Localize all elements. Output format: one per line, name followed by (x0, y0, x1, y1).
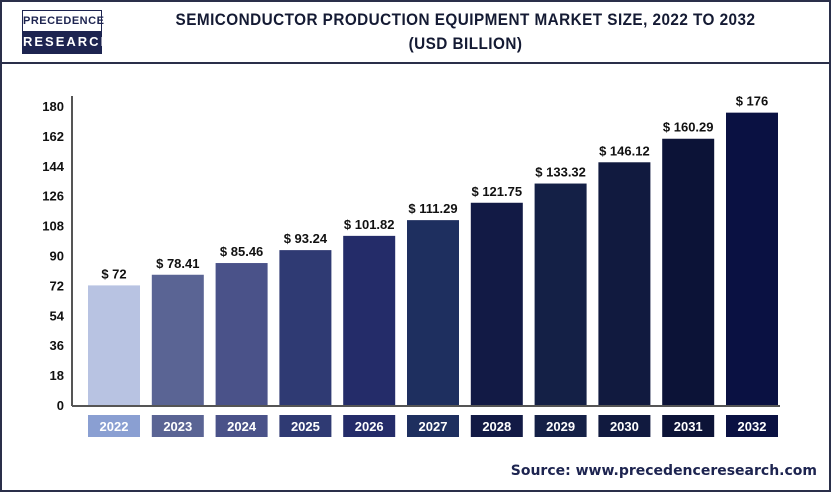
x-tick-label: 2022 (100, 419, 129, 434)
x-label-box (598, 415, 651, 437)
bar-2025 (279, 250, 332, 405)
data-label: $ 160.29 (663, 120, 714, 135)
data-label: $ 93.24 (284, 231, 328, 246)
logo-line1: PRECEDENCE (23, 11, 104, 31)
data-label: $ 111.29 (408, 201, 457, 216)
data-label: $ 121.75 (471, 184, 522, 199)
x-label-box (215, 415, 268, 437)
x-label-box (534, 415, 587, 437)
x-label-box (279, 415, 332, 437)
bar-2029 (534, 183, 587, 405)
data-label: $ 101.82 (344, 217, 395, 232)
y-tick-label: 36 (50, 338, 64, 353)
y-tick-label: 180 (42, 99, 64, 114)
chart-title-block: SEMICONDUCTOR PRODUCTION EQUIPMENT MARKE… (155, 8, 777, 56)
bar-2031 (662, 138, 715, 406)
y-tick-label: 108 (42, 219, 64, 234)
x-label-box (470, 415, 523, 437)
x-tick-label: 2023 (163, 419, 192, 434)
bar-2032 (726, 112, 778, 406)
x-label-box (662, 415, 715, 437)
bar-2024 (215, 263, 268, 405)
data-label: $ 176 (736, 94, 769, 109)
bar-2028 (470, 202, 523, 405)
x-tick-label: 2028 (482, 419, 511, 434)
x-tick-label: 2029 (546, 419, 575, 434)
bar-2022 (88, 285, 140, 405)
header-divider (2, 62, 829, 64)
x-tick-label: 2025 (291, 419, 320, 434)
y-tick-label: 72 (50, 278, 64, 293)
x-tick-label: 2031 (674, 419, 703, 434)
data-label: $ 85.46 (220, 244, 263, 259)
bar-2027 (407, 220, 459, 405)
x-tick-label: 2026 (355, 419, 384, 434)
data-label: $ 78.41 (156, 256, 199, 271)
logo: PRECEDENCE RESEARCH (22, 10, 110, 54)
y-tick-label: 90 (50, 249, 64, 264)
y-tick-label: 126 (42, 189, 64, 204)
x-label-box (88, 415, 140, 437)
x-label-box (726, 415, 778, 437)
y-tick-label: 18 (50, 368, 64, 383)
source-text: Source: www.precedenceresearch.com (510, 463, 817, 479)
data-label: $ 72 (101, 266, 126, 281)
x-label-box (151, 415, 204, 437)
bar-2026 (343, 235, 396, 405)
bar-2023 (151, 274, 204, 405)
logo-line2: RESEARCH (23, 31, 110, 53)
x-tick-label: 2024 (227, 419, 257, 434)
x-tick-label: 2027 (419, 419, 448, 434)
chart-subtitle: (USD BILLION) (408, 34, 523, 53)
data-label: $ 146.12 (599, 143, 650, 158)
x-tick-label: 2030 (610, 419, 639, 434)
x-label-box (343, 415, 396, 437)
data-label: $ 133.32 (535, 165, 586, 180)
chart-title: SEMICONDUCTOR PRODUCTION EQUIPMENT MARKE… (175, 10, 756, 29)
bar-2030 (598, 162, 651, 405)
x-label-box (407, 415, 459, 437)
y-tick-label: 162 (42, 129, 64, 144)
y-tick-label: 0 (57, 398, 64, 413)
y-tick-label: 54 (50, 308, 65, 323)
x-tick-label: 2032 (738, 419, 767, 434)
y-tick-label: 144 (42, 159, 64, 174)
